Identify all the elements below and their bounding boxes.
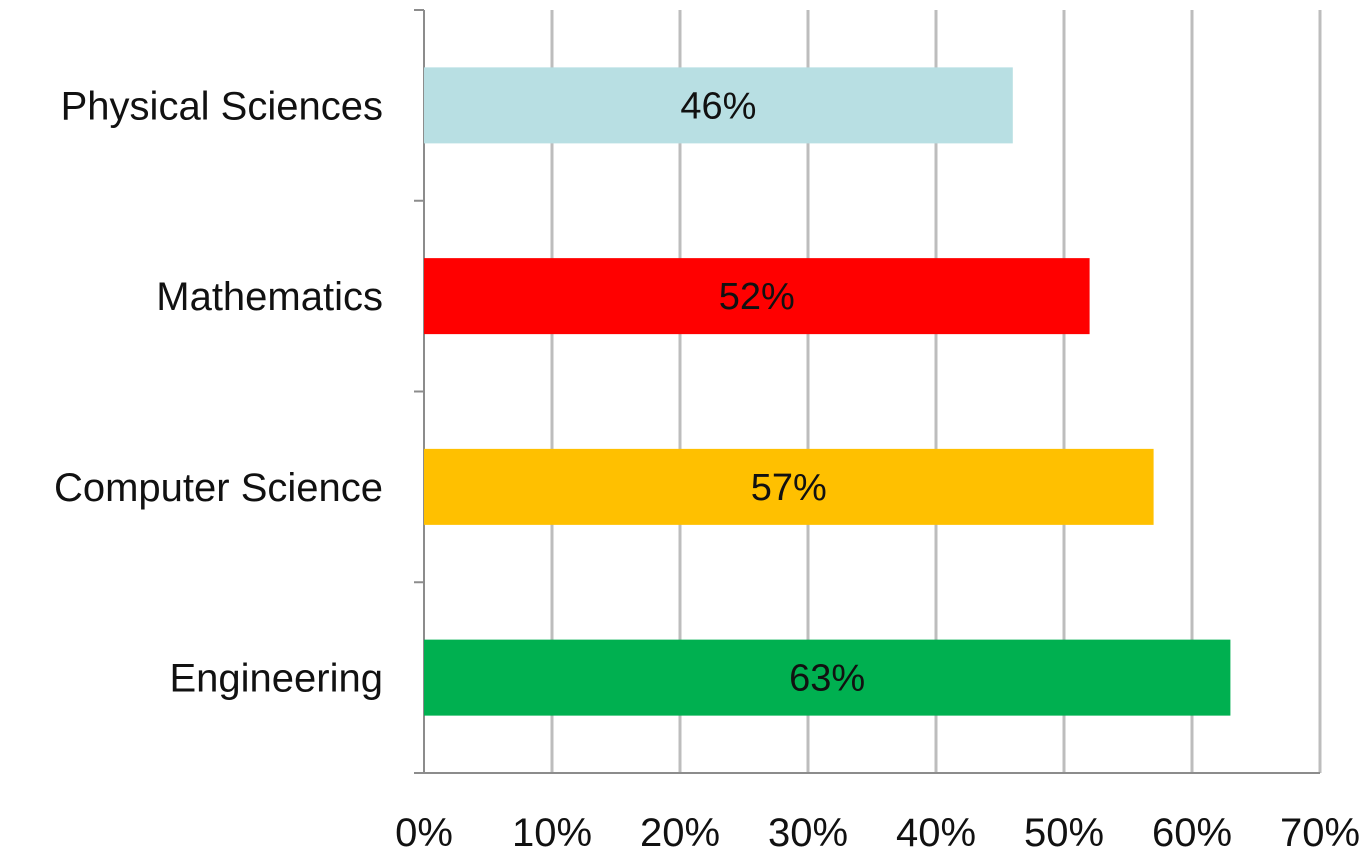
x-tick-label-50: 50% [1024, 811, 1104, 852]
x-tick-label-40: 40% [896, 811, 976, 852]
bar-computer-science [424, 448, 1154, 525]
category-label-mathematics: Mathematics [156, 275, 383, 319]
x-tick-label-10: 10% [512, 811, 592, 852]
data-label-engineering: 63% [789, 658, 865, 700]
x-tick-label-60: 60% [1152, 811, 1232, 852]
bar-mathematics [424, 258, 1090, 335]
bar-engineering [424, 639, 1231, 716]
category-label-computer-science: Computer Science [54, 466, 383, 510]
data-label-computer-science: 57% [751, 467, 827, 509]
bar-physical-sciences [424, 67, 1013, 144]
data-label-physical-sciences: 46% [680, 85, 756, 127]
category-label-engineering: Engineering [170, 657, 384, 701]
category-label-physical-sciences: Physical Sciences [61, 84, 383, 128]
x-tick-label-0: 0% [395, 811, 453, 852]
x-tick-label-20: 20% [640, 811, 720, 852]
x-tick-label-30: 30% [768, 811, 848, 852]
data-label-mathematics: 52% [719, 276, 795, 318]
category-labels: Physical Sciences Mathematics Computer Sci… [54, 84, 383, 700]
x-tick-label-70: 70% [1280, 811, 1360, 852]
bars: 46% 52% 57% 63% [424, 67, 1231, 716]
x-axis-tick-labels: 0% 10% 20% 30% 40% 50% 60% 70% [395, 811, 1360, 852]
